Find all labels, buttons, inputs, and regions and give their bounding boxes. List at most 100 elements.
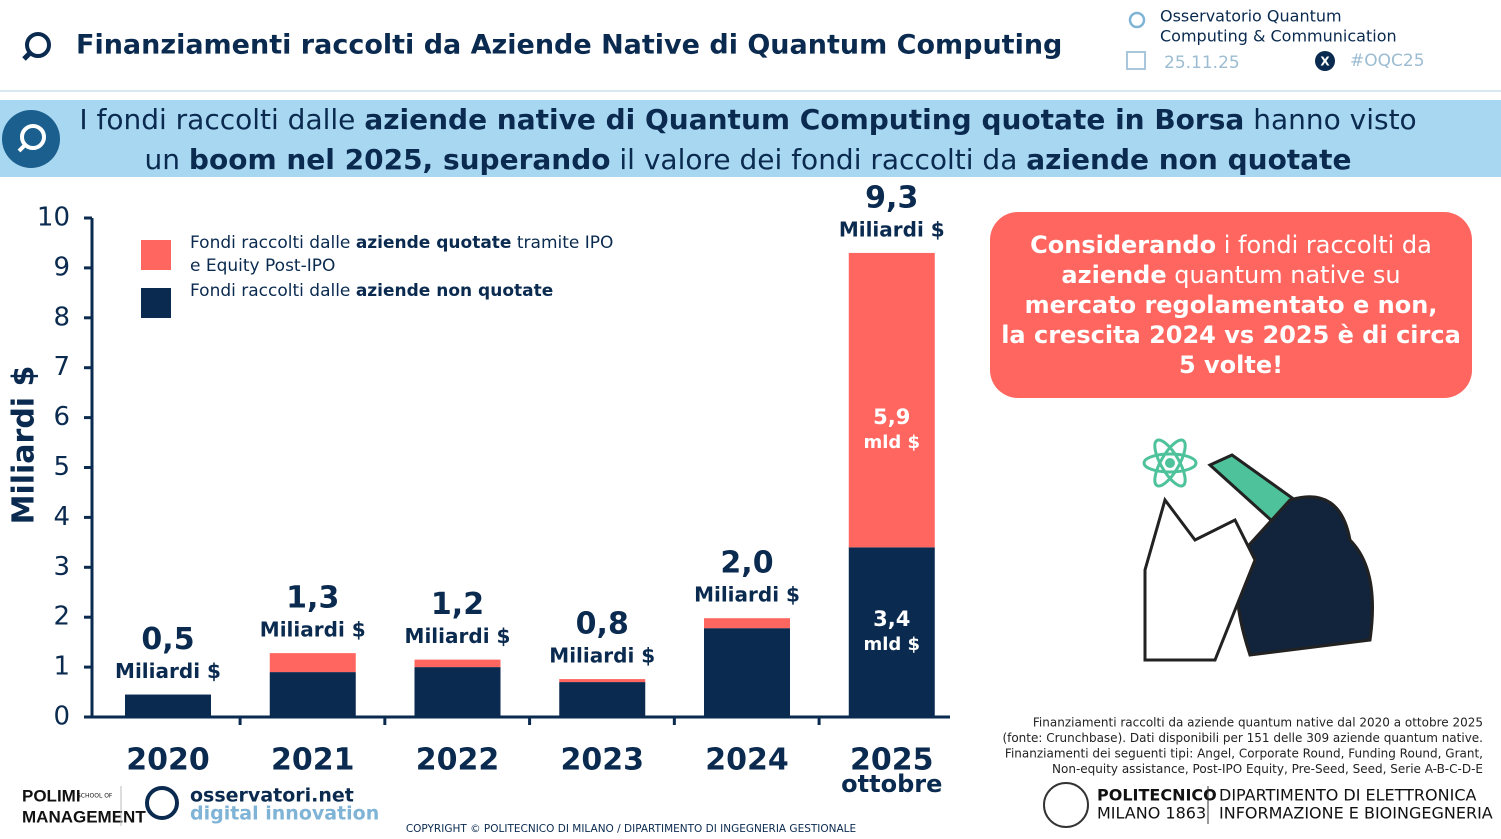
bar-segment — [848, 547, 935, 717]
osservatori-logo: digital innovation — [190, 803, 379, 825]
banner-text: I fondi raccolti dalle aziende native di… — [79, 103, 1416, 136]
total-unit: Miliardi $ — [694, 583, 800, 607]
note: Non-equity assistance, Post-IPO Equity, … — [1052, 762, 1483, 776]
polimi-logo: POLIMI — [22, 786, 81, 805]
note: Finanziamenti raccolti da aziende quantu… — [1033, 716, 1483, 730]
x-tick-label: 2024 — [705, 743, 789, 778]
bar-segment — [414, 659, 501, 668]
text-run: boom nel 2025, superando — [189, 143, 611, 176]
total-unit: Miliardi $ — [549, 644, 655, 668]
total-label: 2,0 — [720, 546, 773, 581]
x-tick-label: 2025 — [850, 743, 934, 778]
text-run: aziende native di Quantum Computing quot… — [364, 103, 1244, 136]
y-tick-label: 0 — [53, 702, 70, 732]
text-run: hanno visto — [1244, 103, 1416, 136]
org-name: Osservatorio Quantum — [1160, 7, 1342, 26]
total-label: 1,3 — [286, 581, 339, 616]
total-label: 0,5 — [141, 622, 194, 657]
y-tick-label: 1 — [53, 652, 70, 682]
header-title: Finanziamenti raccolti da Aziende Native… — [76, 30, 1062, 61]
note: Finanziamenti dei seguenti tipi: Angel, … — [1005, 747, 1483, 761]
y-tick-label: 9 — [53, 252, 70, 282]
total-label: 0,8 — [576, 607, 629, 642]
org-name: Computing & Communication — [1160, 27, 1397, 46]
text-run: la crescita 2024 vs 2025 è di circa — [1001, 321, 1461, 349]
segment-unit: mld $ — [863, 634, 920, 655]
callout-text: aziende quantum native su — [1061, 261, 1400, 289]
dept-logo: DIPARTIMENTO DI ELETTRONICA — [1219, 786, 1476, 805]
polimi-small: SCHOOL OF — [77, 793, 113, 800]
total-unit: Miliardi $ — [839, 217, 945, 241]
bar-segment — [559, 682, 646, 717]
banner-text: un boom nel 2025, superando il valore de… — [145, 143, 1352, 176]
text-run: un — [145, 143, 189, 176]
note: (fonte: Crunchbase). Dati disponibili pe… — [1002, 731, 1483, 745]
segment-unit: mld $ — [863, 432, 920, 453]
segment-label: 3,4 — [873, 607, 910, 631]
y-tick-label: 5 — [53, 452, 70, 482]
text-run: aziende non quotate — [1026, 143, 1351, 176]
bar-segment — [559, 679, 646, 683]
callout-box — [990, 212, 1472, 398]
org-icons: X — [1126, 11, 1335, 71]
callout-text: Considerando i fondi raccolti da — [1030, 231, 1432, 259]
text-run: Considerando — [1030, 231, 1216, 259]
copyright: COPYRIGHT © POLITECNICO DI MILANO / DIPA… — [406, 823, 856, 835]
bar-segment — [848, 252, 935, 548]
date: 25.11.25 — [1164, 53, 1240, 73]
legend-entry: Fondi raccolti dalle aziende quotate tra… — [190, 233, 614, 276]
x-tick-label: 2023 — [561, 743, 645, 778]
bar-segment — [125, 694, 211, 717]
callout-text: mercato regolamentato e non, — [1025, 291, 1438, 319]
osservatori-logo: osservatori.net — [190, 785, 354, 807]
hashtag: #OQC25 — [1350, 51, 1425, 71]
y-tick-label: 2 — [53, 602, 70, 632]
total-unit: Miliardi $ — [260, 618, 366, 642]
banner — [0, 100, 1501, 177]
text-run: I fondi raccolti dalle — [79, 103, 364, 136]
text-run: mercato regolamentato e non, — [1025, 291, 1438, 319]
y-tick-label: 7 — [53, 352, 70, 382]
bar-segment — [704, 628, 791, 717]
x-tick-label: 2020 — [126, 743, 210, 778]
banner-icon — [2, 110, 60, 168]
osservatori-icon — [145, 786, 179, 820]
segment-label: 5,9 — [873, 405, 910, 429]
text-run: aziende — [1061, 261, 1166, 289]
illustration — [1142, 438, 1374, 662]
callout-text: 5 volte! — [1179, 351, 1283, 379]
y-tick-label: 4 — [53, 502, 70, 532]
callout-text: la crescita 2024 vs 2025 è di circa — [1001, 321, 1461, 349]
total-unit: Miliardi $ — [405, 624, 511, 648]
y-tick-label: 6 — [53, 402, 70, 432]
text-run: quantum native su — [1167, 261, 1401, 289]
bar-segment — [269, 653, 356, 673]
total-label: 9,3 — [865, 180, 918, 215]
polimi-logo: MANAGEMENT — [22, 807, 146, 826]
svg-text:X: X — [1320, 55, 1330, 69]
text-run: i fondi raccolti da — [1216, 231, 1432, 259]
bar-segment — [704, 618, 791, 629]
total-label: 1,2 — [431, 587, 484, 622]
politecnico-logo: MILANO 1863 — [1097, 804, 1206, 823]
politecnico-logo: POLITECNICO — [1097, 786, 1217, 805]
header-icon — [22, 32, 51, 61]
total-unit: Miliardi $ — [115, 659, 221, 683]
legend-label: Fondi raccolti dalle aziende quotate tra… — [190, 233, 614, 276]
text-run: 5 volte! — [1179, 351, 1283, 379]
x-tick-note: ottobre — [841, 770, 942, 798]
x-tick-label: 2022 — [416, 743, 500, 778]
header-rule — [0, 90, 1501, 92]
dept-logo: INFORMAZIONE E BIOINGEGNERIA — [1219, 804, 1493, 823]
bar-segment — [414, 667, 501, 717]
y-axis-label: Miliardi $ — [7, 366, 42, 525]
y-tick-label: 3 — [53, 552, 70, 582]
legend-entry: Fondi raccolti dalle aziende non quotate — [190, 281, 553, 301]
x-tick-label: 2021 — [271, 743, 355, 778]
text-run: il valore dei fondi raccolti da — [611, 143, 1027, 176]
bar-segment — [269, 672, 356, 717]
politecnico-seal — [1043, 782, 1089, 828]
y-tick-label: 8 — [53, 302, 70, 332]
